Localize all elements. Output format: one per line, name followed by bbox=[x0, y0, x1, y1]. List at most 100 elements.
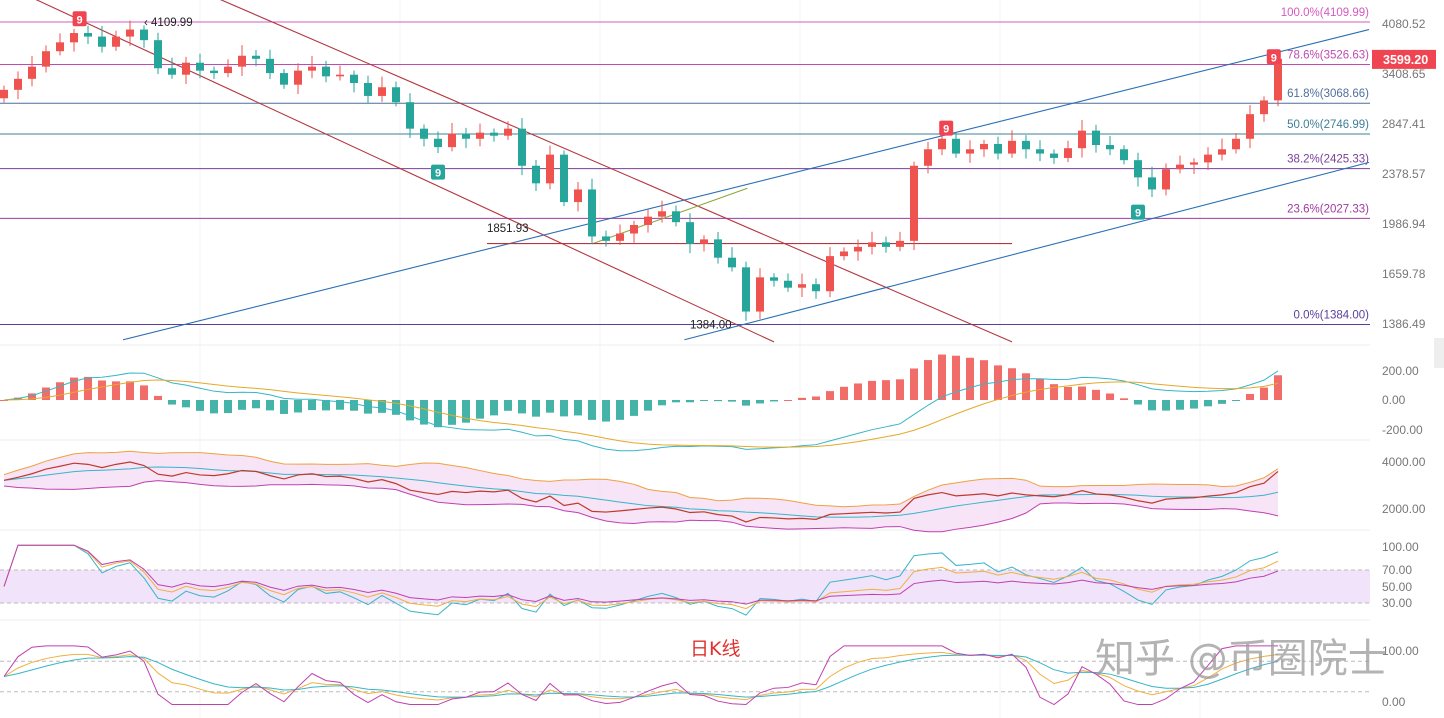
scrollbar-handle[interactable] bbox=[1434, 338, 1444, 368]
price-annotation: 1851.93 bbox=[487, 223, 529, 235]
kdj-panel: 100.00 0.00 bbox=[0, 644, 1419, 709]
macd-histogram-bar bbox=[1162, 400, 1170, 411]
macd-histogram-bar bbox=[546, 400, 554, 413]
rsi-band bbox=[0, 570, 1370, 603]
candle-down bbox=[1148, 177, 1156, 190]
kdj-d-line bbox=[3, 654, 1279, 698]
macd-histogram-bar bbox=[56, 382, 64, 400]
macd-histogram-bar bbox=[896, 379, 904, 400]
candle-down bbox=[490, 132, 498, 136]
candle-down bbox=[266, 58, 274, 74]
macd-histogram-bar bbox=[252, 400, 260, 409]
macd-histogram-bar bbox=[728, 400, 736, 402]
macd-histogram-bar bbox=[938, 354, 946, 400]
candle-up bbox=[504, 128, 512, 136]
fib-label: 78.6%(3526.63) bbox=[1287, 50, 1369, 62]
macd-histogram-bar bbox=[532, 400, 540, 417]
price-annotation: ‹ 4109.99 bbox=[144, 17, 193, 29]
macd-histogram-bar bbox=[182, 400, 190, 408]
candle-down bbox=[742, 267, 750, 312]
macd-histogram-bar bbox=[322, 400, 330, 411]
price-tick: 1986.94 bbox=[1382, 217, 1426, 231]
indicator-tick: 50.00 bbox=[1382, 580, 1412, 594]
candle-up bbox=[756, 277, 764, 312]
price-axis[interactable]: 4080.52 3408.65 2847.41 2378.57 1986.94 1659.… bbox=[1372, 17, 1436, 331]
macd-histogram-bar bbox=[98, 380, 106, 400]
fib-label: 38.2%(2425.33) bbox=[1287, 154, 1369, 166]
candle-up bbox=[378, 87, 386, 96]
macd-histogram-bar bbox=[742, 400, 750, 406]
macd-histogram-bar bbox=[308, 400, 316, 411]
macd-panel: 200.00 0.00 -200.00 bbox=[0, 354, 1423, 452]
indicator-tick: 100.00 bbox=[1382, 540, 1419, 554]
bollinger-upper bbox=[3, 450, 1279, 508]
macd-dea-line bbox=[3, 379, 1279, 448]
td-marker-label: 9 bbox=[943, 124, 949, 136]
macd-histogram-bar bbox=[560, 400, 568, 417]
candle-down bbox=[686, 222, 694, 244]
candle-up bbox=[980, 143, 988, 150]
candle-up bbox=[1218, 149, 1226, 155]
candle-up bbox=[644, 216, 652, 225]
indicator-tick: 0.00 bbox=[1382, 695, 1406, 709]
macd-histogram-bar bbox=[280, 400, 288, 414]
td-marker-label: 9 bbox=[1271, 52, 1277, 64]
candle-up bbox=[112, 36, 120, 47]
candle-up bbox=[924, 149, 932, 166]
macd-histogram-bar bbox=[616, 400, 624, 420]
macd-histogram-bar bbox=[518, 400, 526, 414]
timeframe-caption: 日K线 bbox=[690, 638, 740, 660]
macd-histogram-bar bbox=[924, 360, 932, 400]
wedge-line bbox=[591, 187, 748, 245]
candle-up bbox=[798, 284, 806, 288]
candle-down bbox=[364, 83, 372, 96]
macd-histogram-bar bbox=[966, 357, 974, 400]
candle-up bbox=[1232, 138, 1240, 150]
candle-down bbox=[98, 36, 106, 47]
trend-lines bbox=[35, 0, 1370, 343]
price-tick: 2378.57 bbox=[1382, 167, 1426, 181]
candle-down bbox=[672, 211, 680, 223]
price-tick: 1659.78 bbox=[1382, 267, 1426, 281]
macd-histogram-bar bbox=[574, 400, 582, 416]
candle-down bbox=[1106, 145, 1114, 150]
macd-histogram-bar bbox=[392, 400, 400, 415]
macd-histogram-bar bbox=[448, 400, 456, 425]
macd-histogram-bar bbox=[140, 385, 148, 400]
candle-up bbox=[70, 33, 78, 43]
candle-up bbox=[0, 89, 8, 99]
candle-down bbox=[406, 102, 414, 129]
macd-histogram-bar bbox=[1050, 384, 1058, 400]
indicator-tick: 0.00 bbox=[1382, 393, 1406, 407]
macd-histogram-bar bbox=[630, 400, 638, 416]
macd-histogram-bar bbox=[826, 391, 834, 400]
candle-up bbox=[1078, 130, 1086, 149]
fib-label: 23.6%(2027.33) bbox=[1287, 203, 1369, 215]
macd-histogram-bar bbox=[1134, 400, 1142, 405]
candle-up bbox=[1176, 164, 1184, 170]
macd-histogram-bar bbox=[1260, 387, 1268, 400]
macd-histogram-bar bbox=[784, 399, 792, 401]
macd-histogram-bar bbox=[1008, 368, 1016, 400]
candle-up bbox=[182, 62, 190, 75]
macd-histogram-bar bbox=[1204, 400, 1212, 407]
price-tick: 3408.65 bbox=[1382, 67, 1426, 81]
candle-down bbox=[434, 138, 442, 148]
macd-histogram-bar bbox=[686, 400, 694, 403]
candle-down bbox=[350, 74, 358, 84]
rsi-12-line bbox=[3, 544, 1279, 610]
candle-up bbox=[14, 78, 22, 90]
candle-up bbox=[42, 51, 50, 67]
candle-down bbox=[462, 133, 470, 139]
kdj-j-line bbox=[3, 645, 1278, 706]
macd-histogram-bar bbox=[714, 400, 722, 402]
candles bbox=[0, 20, 1282, 321]
macd-histogram-bar bbox=[0, 400, 8, 401]
macd-histogram-bar bbox=[490, 400, 498, 416]
macd-histogram-bar bbox=[882, 380, 890, 400]
macd-histogram-bar bbox=[812, 396, 820, 400]
candle-down bbox=[518, 128, 526, 166]
td-sequential-marker bbox=[939, 120, 954, 136]
macd-histogram-bar bbox=[224, 400, 232, 414]
